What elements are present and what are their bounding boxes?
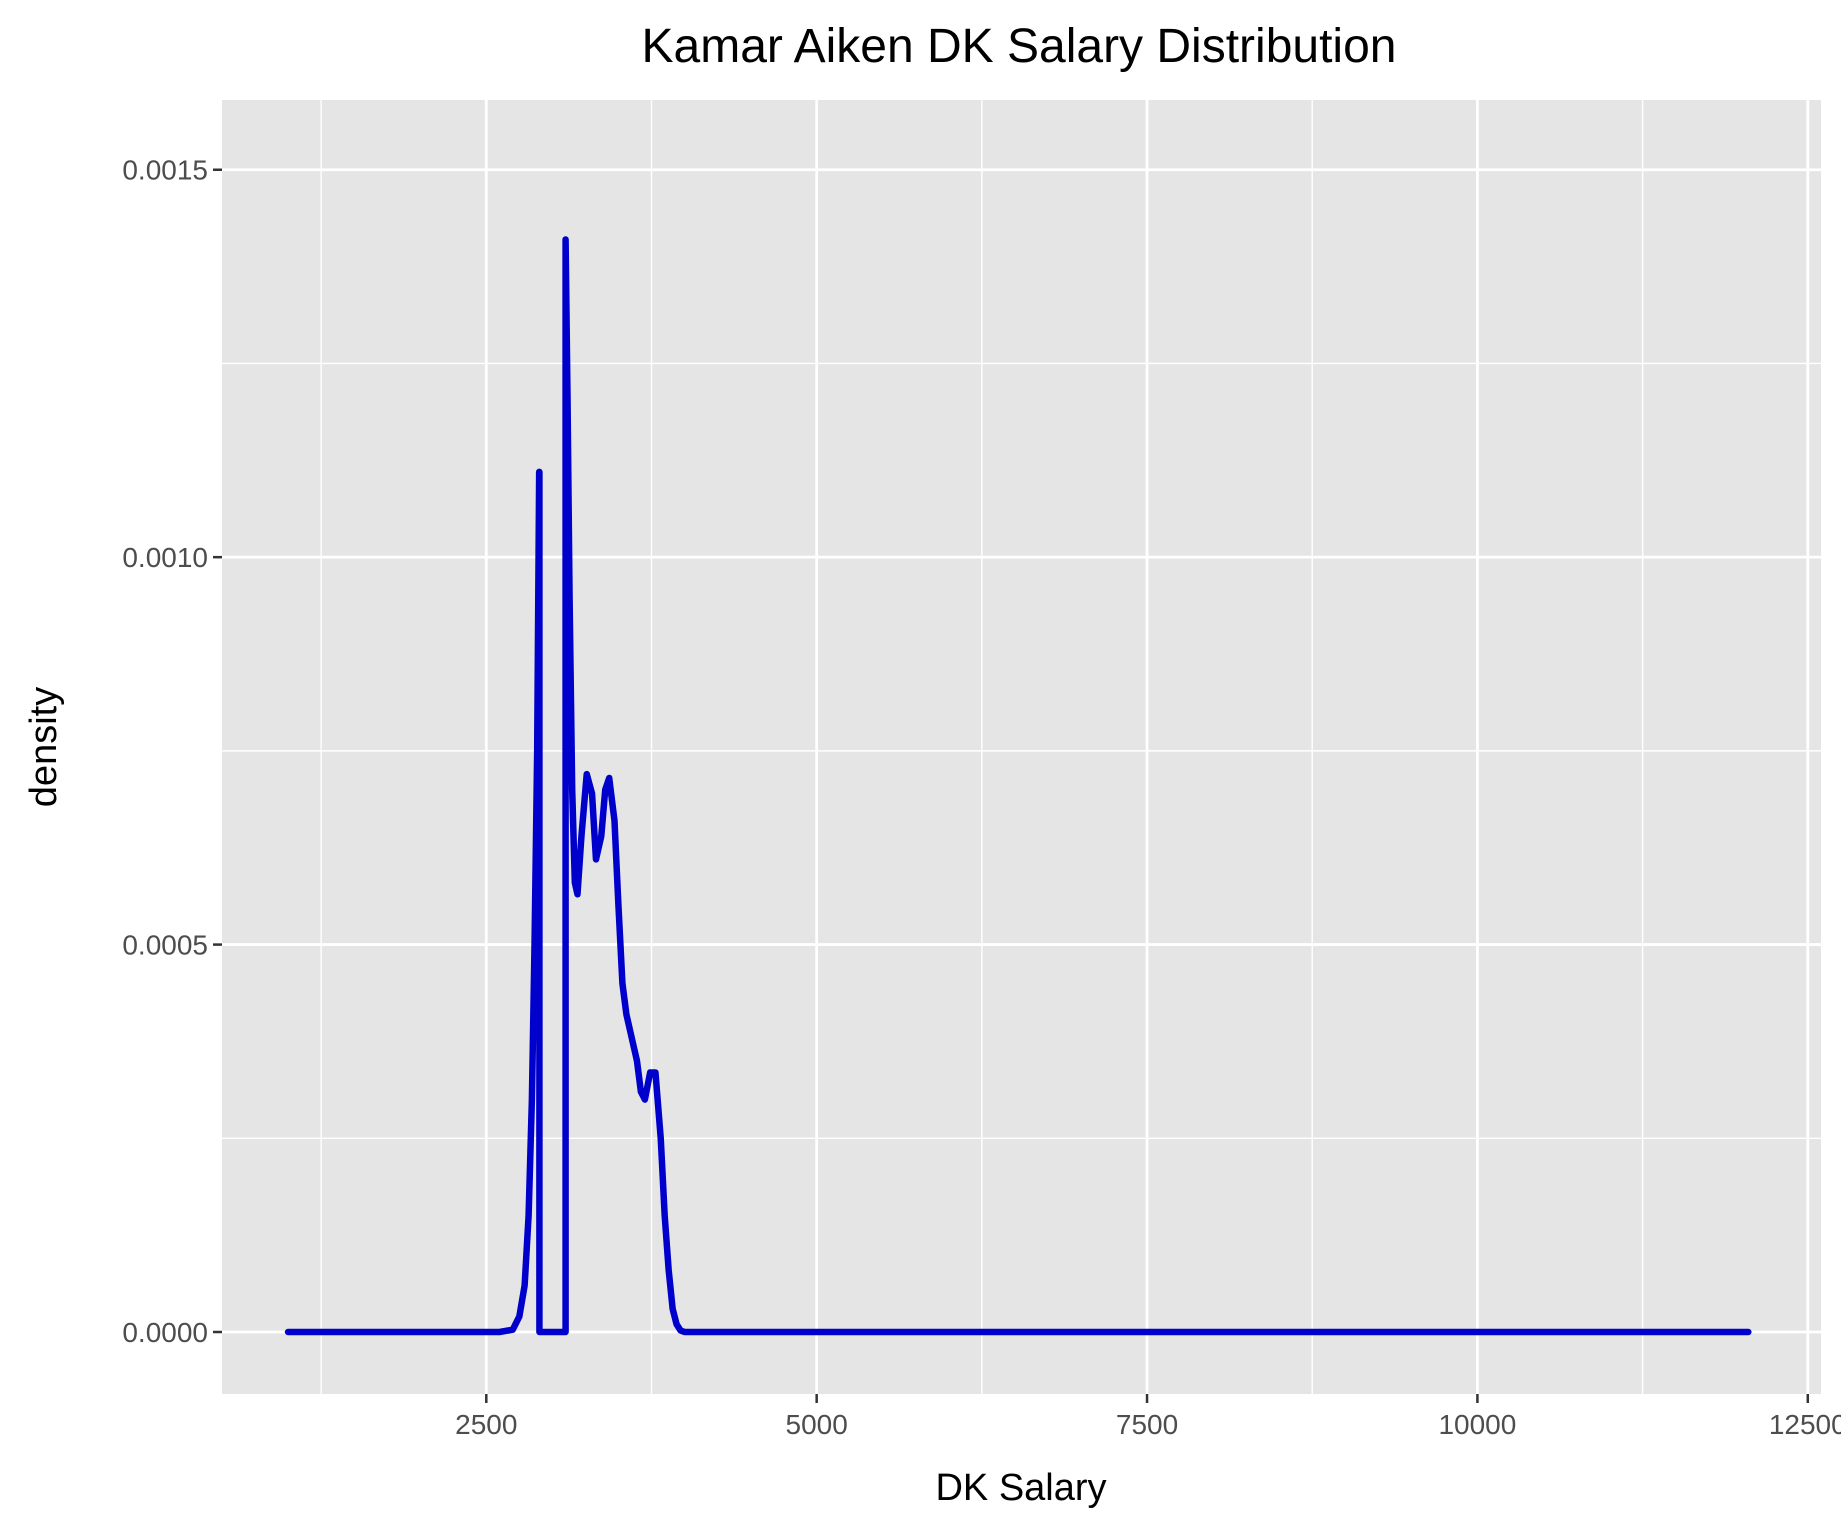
y-tick-label: 0.0010: [122, 542, 208, 573]
x-tick-label: 5000: [786, 1409, 848, 1440]
y-axis-title: density: [23, 687, 65, 807]
y-tick-label: 0.0000: [122, 1317, 208, 1348]
y-axis: 0.0000 0.0005 0.0010 0.0015: [122, 155, 222, 1348]
x-axis: 2500 5000 7500 10000 12500: [455, 1394, 1841, 1440]
x-tick-label: 2500: [455, 1409, 517, 1440]
x-tick-label: 7500: [1116, 1409, 1178, 1440]
x-axis-title: DK Salary: [935, 1467, 1106, 1509]
y-tick-label: 0.0015: [122, 155, 208, 186]
minor-gridlines: [222, 100, 1821, 1394]
x-tick-label: 12500: [1769, 1409, 1841, 1440]
plot-panel: [222, 100, 1821, 1394]
y-tick-label: 0.0005: [122, 930, 208, 961]
x-tick-label: 10000: [1438, 1409, 1516, 1440]
density-series-line: [284, 236, 1752, 1336]
chart-title: Kamar Aiken DK Salary Distribution: [642, 20, 1397, 73]
